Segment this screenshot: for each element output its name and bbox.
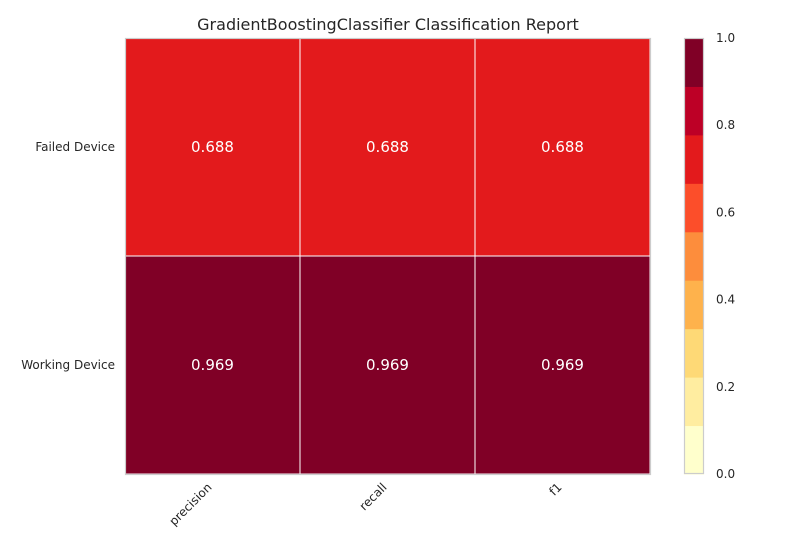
row-tick-labels: Failed Device Working Device (21, 140, 115, 372)
colorbar-tick-label: 1.0 (716, 31, 735, 45)
colorbar-segment (684, 328, 704, 378)
heatmap-cell (124, 37, 301, 257)
colorbar-segment (684, 377, 704, 427)
colorbar: 0.0 0.2 0.4 0.6 0.8 1.0 (683, 31, 735, 481)
colorbar-tick-label: 0.2 (716, 380, 735, 394)
cell-value-label: 0.688 (541, 138, 584, 156)
column-tick-label: recall (357, 480, 390, 513)
heatmap-cell (474, 255, 651, 475)
cell-value-label: 0.969 (541, 356, 584, 374)
colorbar-segment (684, 86, 704, 136)
colorbar-segment (684, 425, 704, 475)
cell-value-label: 0.688 (366, 138, 409, 156)
colorbar-segment (684, 38, 704, 87)
colorbar-tick-label: 0.4 (716, 293, 735, 307)
column-tick-labels: precision recall f1 (166, 480, 564, 528)
cell-value-label: 0.969 (191, 356, 234, 374)
column-tick-label: precision (166, 480, 214, 528)
heatmap-cell (299, 37, 476, 257)
colorbar-segment (684, 231, 704, 281)
row-tick-label: Failed Device (35, 140, 115, 154)
colorbar-tick-label: 0.0 (716, 467, 735, 481)
cell-value-label: 0.969 (366, 356, 409, 374)
colorbar-tick-label: 0.8 (716, 118, 735, 132)
colorbar-segment (684, 183, 704, 233)
colorbar-segment (684, 134, 704, 184)
chart-title: GradientBoostingClassifier Classificatio… (197, 15, 579, 34)
colorbar-tick-label: 0.6 (716, 205, 735, 219)
plot-frame (124, 37, 652, 476)
row-tick-label: Working Device (21, 358, 115, 372)
heatmap-cell (124, 255, 301, 475)
colorbar-segment (684, 280, 704, 330)
heatmap-cells: 0.688 0.688 0.688 0.969 0.969 0.969 (124, 37, 651, 475)
column-tick-label: f1 (546, 480, 564, 498)
heatmap-cell (299, 255, 476, 475)
cell-value-label: 0.688 (191, 138, 234, 156)
colorbar-frame (683, 37, 705, 475)
